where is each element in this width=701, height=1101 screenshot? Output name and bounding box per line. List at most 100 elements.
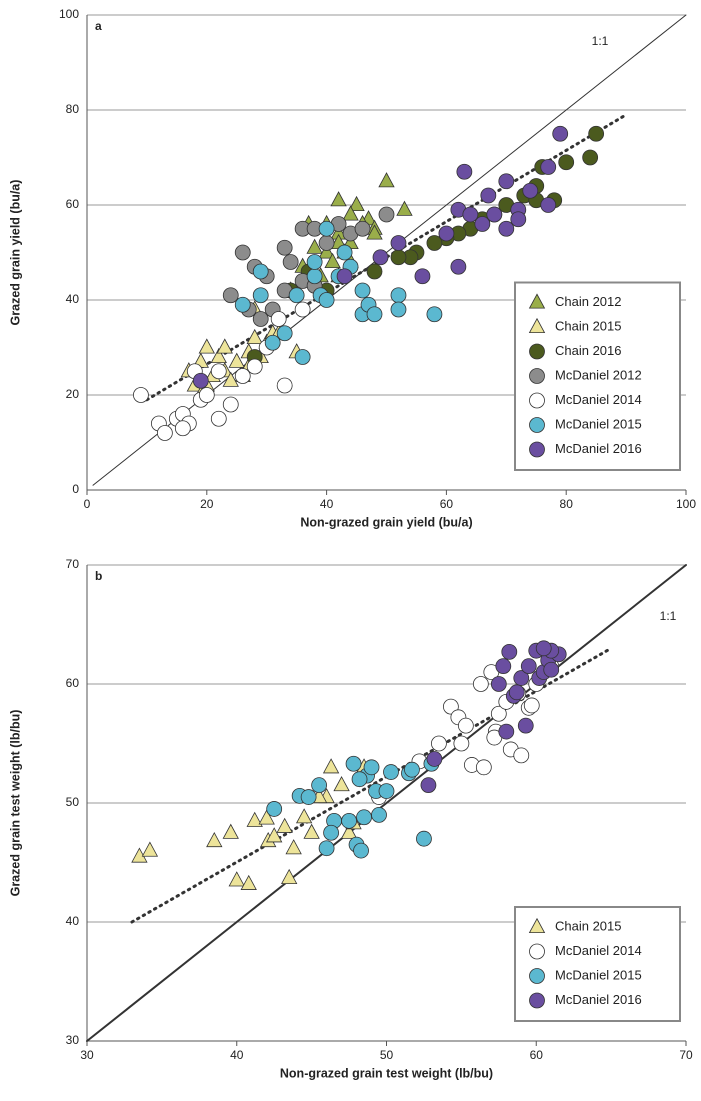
- data-point: [353, 842, 369, 859]
- data-point: [517, 717, 534, 734]
- data-point: [288, 287, 305, 304]
- data-point: [540, 159, 557, 175]
- data-point: [378, 783, 395, 799]
- x-tick-label: 0: [84, 497, 91, 511]
- data-point: [246, 358, 263, 375]
- x-axis-title: Non-grazed grain test weight (lb/bu): [280, 1066, 493, 1080]
- data-point: [252, 263, 269, 280]
- data-point: [258, 809, 275, 825]
- y-axis-title: Grazed grain yield (bu/a): [8, 180, 22, 326]
- data-point: [475, 759, 492, 776]
- data-point: [513, 670, 530, 686]
- data-point: [276, 239, 293, 256]
- data-point: [222, 287, 239, 304]
- data-point: [198, 387, 215, 403]
- data-point: [264, 334, 281, 351]
- data-point: [510, 211, 527, 228]
- data-point: [228, 352, 245, 368]
- y-tick-label: 40: [66, 292, 80, 306]
- legend-marker: [528, 317, 546, 334]
- data-point: [480, 187, 497, 204]
- x-tick-label: 50: [380, 1048, 394, 1062]
- data-point: [508, 684, 525, 701]
- y-tick-label: 60: [66, 676, 80, 690]
- legend-marker: [529, 968, 545, 984]
- data-point: [558, 154, 575, 171]
- legend-label: McDaniel 2015: [555, 416, 642, 431]
- data-point: [552, 125, 569, 142]
- legend-marker: [528, 293, 546, 309]
- y-tick-label: 20: [66, 387, 80, 401]
- data-point: [295, 808, 313, 824]
- data-point: [156, 425, 173, 441]
- data-point: [495, 658, 512, 675]
- data-point: [456, 163, 473, 180]
- data-point: [366, 306, 383, 323]
- data-point: [390, 301, 407, 318]
- data-point: [222, 823, 239, 839]
- y-tick-label: 30: [66, 1033, 80, 1047]
- data-point: [416, 830, 432, 847]
- data-point: [306, 268, 323, 285]
- panel-label: a: [95, 19, 102, 33]
- data-point: [442, 698, 459, 715]
- legend-label: McDaniel 2015: [555, 967, 642, 982]
- data-point: [414, 268, 431, 285]
- data-point: [318, 840, 335, 857]
- data-point: [366, 224, 383, 240]
- data-point: [276, 325, 293, 342]
- data-point: [266, 801, 283, 817]
- data-point: [372, 249, 389, 266]
- data-point: [216, 338, 233, 354]
- data-point: [363, 759, 380, 776]
- data-point: [390, 287, 407, 304]
- data-point: [222, 396, 239, 413]
- data-point: [294, 301, 311, 318]
- data-point: [318, 220, 335, 237]
- data-point: [300, 789, 317, 805]
- data-point: [438, 225, 455, 242]
- data-point: [323, 824, 339, 841]
- data-point: [228, 871, 245, 887]
- y-tick-label: 40: [66, 914, 80, 928]
- data-point: [431, 735, 447, 752]
- one-to-one-line: [92, 14, 687, 486]
- data-point: [174, 420, 191, 437]
- data-point: [141, 841, 159, 857]
- data-point: [266, 827, 283, 843]
- data-point: [426, 235, 443, 251]
- y-tick-label: 50: [66, 795, 80, 809]
- data-point: [294, 349, 311, 365]
- data-point: [340, 823, 358, 839]
- data-point: [246, 328, 263, 345]
- data-point: [210, 347, 227, 364]
- x-axis-title: Non-grazed grain yield (bu/a): [300, 515, 472, 529]
- data-point: [285, 839, 302, 855]
- legend-label: McDaniel 2014: [555, 392, 642, 407]
- x-tick-label: 60: [530, 1048, 544, 1062]
- legend-label: McDaniel 2012: [555, 367, 642, 382]
- data-point: [513, 747, 530, 764]
- data-point: [210, 363, 227, 380]
- data-point: [306, 238, 323, 254]
- data-point: [234, 368, 251, 384]
- data-point: [252, 311, 269, 327]
- data-point: [543, 661, 560, 678]
- data-point: [520, 658, 537, 675]
- annotation: 1:1: [592, 34, 609, 48]
- data-point: [453, 735, 470, 752]
- data-point: [535, 640, 552, 657]
- data-point: [490, 705, 507, 722]
- data-point: [333, 776, 350, 792]
- x-tick-label: 40: [320, 497, 334, 511]
- legend-marker: [529, 343, 545, 360]
- legend-label: McDaniel 2014: [555, 943, 642, 958]
- data-point: [498, 723, 515, 740]
- data-point: [472, 676, 489, 692]
- data-point: [234, 296, 251, 313]
- data-point: [383, 764, 399, 780]
- y-tick-label: 100: [59, 7, 79, 21]
- data-point: [192, 372, 209, 389]
- data-point: [474, 216, 491, 232]
